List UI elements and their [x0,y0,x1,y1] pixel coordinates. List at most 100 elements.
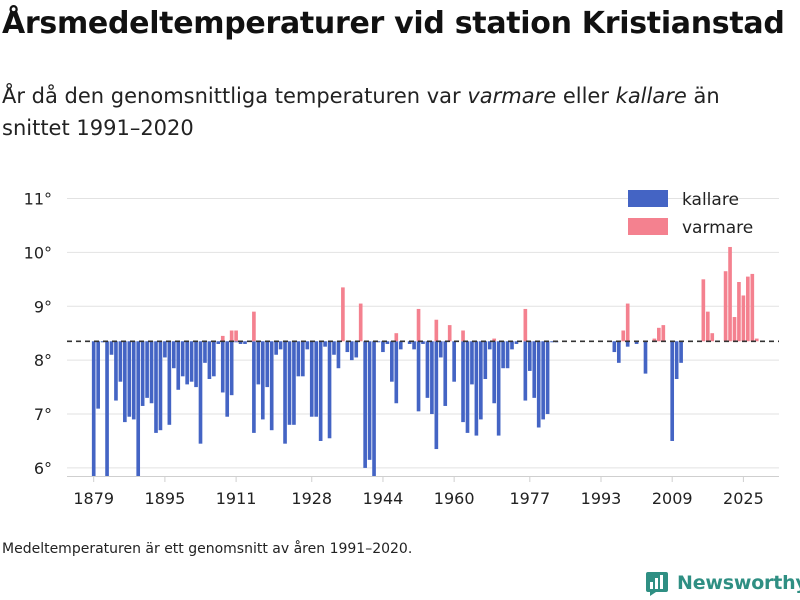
bar-kallare-2003[interactable] [643,341,648,374]
bar-kallare-1879[interactable] [91,341,96,476]
bar-kallare-1953[interactable] [421,341,425,344]
bar-kallare-1923[interactable] [287,341,292,425]
bar-kallare-1915[interactable] [252,341,256,433]
bar-kallare-1956[interactable] [434,341,439,450]
bar-varmare-1952[interactable] [416,308,421,342]
bar-kallare-1951[interactable] [412,341,416,350]
bar-kallare-1967[interactable] [483,341,488,379]
bar-kallare-1926[interactable] [301,341,305,377]
bar-kallare-1892[interactable] [149,341,154,404]
bar-kallare-1886[interactable] [123,341,127,423]
bar-kallare-1927[interactable] [305,341,310,350]
bar-varmare-1976[interactable] [523,308,528,342]
bar-kallare-1912[interactable] [238,341,243,344]
bar-kallare-1896[interactable] [167,341,172,425]
bar-kallare-1920[interactable] [274,341,278,355]
bar-kallare-1965[interactable] [474,341,479,436]
bar-kallare-1901[interactable] [189,341,194,382]
bar-kallare-1934[interactable] [336,341,341,369]
bar-varmare-1998[interactable] [621,330,626,342]
bar-kallare-1884[interactable] [114,341,118,401]
bar-kallare-1908[interactable] [220,341,225,393]
bar-kallare-1972[interactable] [505,341,510,369]
bar-kallare-1899[interactable] [180,341,185,377]
bar-kallare-1971[interactable] [501,341,505,369]
bar-kallare-1928[interactable] [309,341,314,417]
bar-kallare-1885[interactable] [118,341,123,382]
bar-kallare-2001[interactable] [634,341,639,344]
bar-kallare-1996[interactable] [612,341,617,353]
bar-kallare-1882[interactable] [105,341,109,476]
bar-kallare-1999[interactable] [625,341,630,347]
bar-kallare-1931[interactable] [323,341,327,347]
bar-kallare-1997[interactable] [616,341,621,363]
bar-varmare-1915[interactable] [252,311,256,342]
bar-varmare-2028[interactable] [754,338,759,342]
bar-kallare-1979[interactable] [536,341,541,428]
bar-kallare-1910[interactable] [229,341,234,396]
bar-kallare-1943[interactable] [376,341,381,343]
bar-kallare-1977[interactable] [527,341,532,371]
bar-varmare-2005[interactable] [652,338,657,342]
bar-kallare-1976[interactable] [523,341,528,401]
bar-varmare-2023[interactable] [732,317,737,342]
bar-kallare-1978[interactable] [532,341,537,398]
bar-kallare-1930[interactable] [318,341,323,441]
bar-kallare-1921[interactable] [278,341,283,350]
bar-kallare-1963[interactable] [465,341,470,433]
bar-kallare-1954[interactable] [425,341,430,398]
bar-kallare-1940[interactable] [363,341,367,468]
bar-kallare-1902[interactable] [194,341,198,388]
bar-kallare-1887[interactable] [127,341,132,417]
bar-kallare-1980[interactable] [541,341,545,420]
bar-kallare-1952[interactable] [416,341,421,412]
bar-kallare-1958[interactable] [443,341,448,406]
bar-kallare-1919[interactable] [269,341,274,431]
bar-kallare-1907[interactable] [216,341,221,344]
bar-kallare-1946[interactable] [390,341,394,382]
bar-kallare-1900[interactable] [185,341,189,385]
bar-kallare-1888[interactable] [131,341,136,420]
bar-kallare-1944[interactable] [381,341,385,353]
bar-kallare-1916[interactable] [256,341,261,385]
bar-kallare-1893[interactable] [154,341,158,433]
bar-kallare-1891[interactable] [145,341,149,398]
bar-kallare-1918[interactable] [265,341,270,388]
bar-kallare-1932[interactable] [327,341,332,439]
bar-varmare-2016[interactable] [701,279,706,342]
bar-varmare-1947[interactable] [394,333,399,342]
bar-kallare-1955[interactable] [430,341,434,415]
bar-kallare-1942[interactable] [372,341,376,476]
bar-varmare-1908[interactable] [220,335,225,342]
bar-varmare-2007[interactable] [661,325,666,342]
bar-kallare-1950[interactable] [407,341,412,344]
bar-varmare-2006[interactable] [657,327,661,342]
bar-varmare-1910[interactable] [229,330,234,342]
bar-kallare-1913[interactable] [243,341,247,344]
bar-varmare-2018[interactable] [710,333,715,342]
bar-varmare-2024[interactable] [737,282,741,342]
bar-kallare-1909[interactable] [225,341,230,417]
bar-varmare-1962[interactable] [461,330,465,342]
bar-kallare-1969[interactable] [492,341,497,404]
bar-varmare-1939[interactable] [358,303,363,342]
bar-kallare-1937[interactable] [349,341,354,361]
bar-varmare-2021[interactable] [723,271,728,342]
bar-kallare-1933[interactable] [332,341,336,355]
bar-kallare-1941[interactable] [367,341,372,460]
bar-kallare-1906[interactable] [212,341,216,377]
bar-kallare-1966[interactable] [479,341,483,420]
bar-kallare-1960[interactable] [452,341,456,382]
bar-kallare-1880[interactable] [96,341,100,409]
bar-kallare-1936[interactable] [345,341,350,353]
bar-kallare-1968[interactable] [487,341,492,350]
bar-varmare-2022[interactable] [728,246,732,342]
bar-kallare-1962[interactable] [461,341,465,423]
bar-kallare-1948[interactable] [398,341,403,350]
bar-kallare-1929[interactable] [314,341,319,417]
bar-varmare-1956[interactable] [434,319,439,342]
bar-kallare-1894[interactable] [158,341,163,431]
bar-varmare-1969[interactable] [492,338,497,342]
bar-varmare-1911[interactable] [234,330,238,342]
bar-kallare-2011[interactable] [679,341,683,363]
